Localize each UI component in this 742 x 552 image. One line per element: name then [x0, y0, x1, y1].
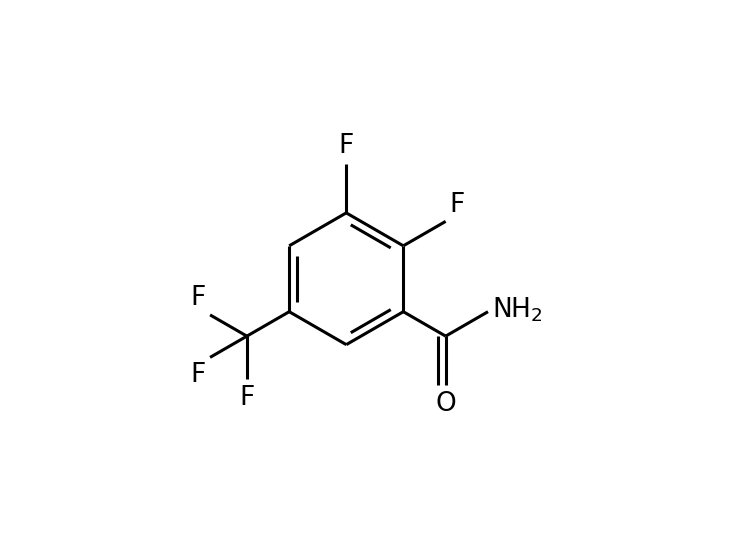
Text: F: F [449, 192, 464, 218]
Text: F: F [239, 385, 255, 411]
Text: F: F [338, 133, 354, 159]
Text: F: F [191, 285, 206, 311]
Text: NH$_2$: NH$_2$ [492, 295, 543, 324]
Text: O: O [436, 391, 456, 417]
Text: F: F [191, 362, 206, 388]
